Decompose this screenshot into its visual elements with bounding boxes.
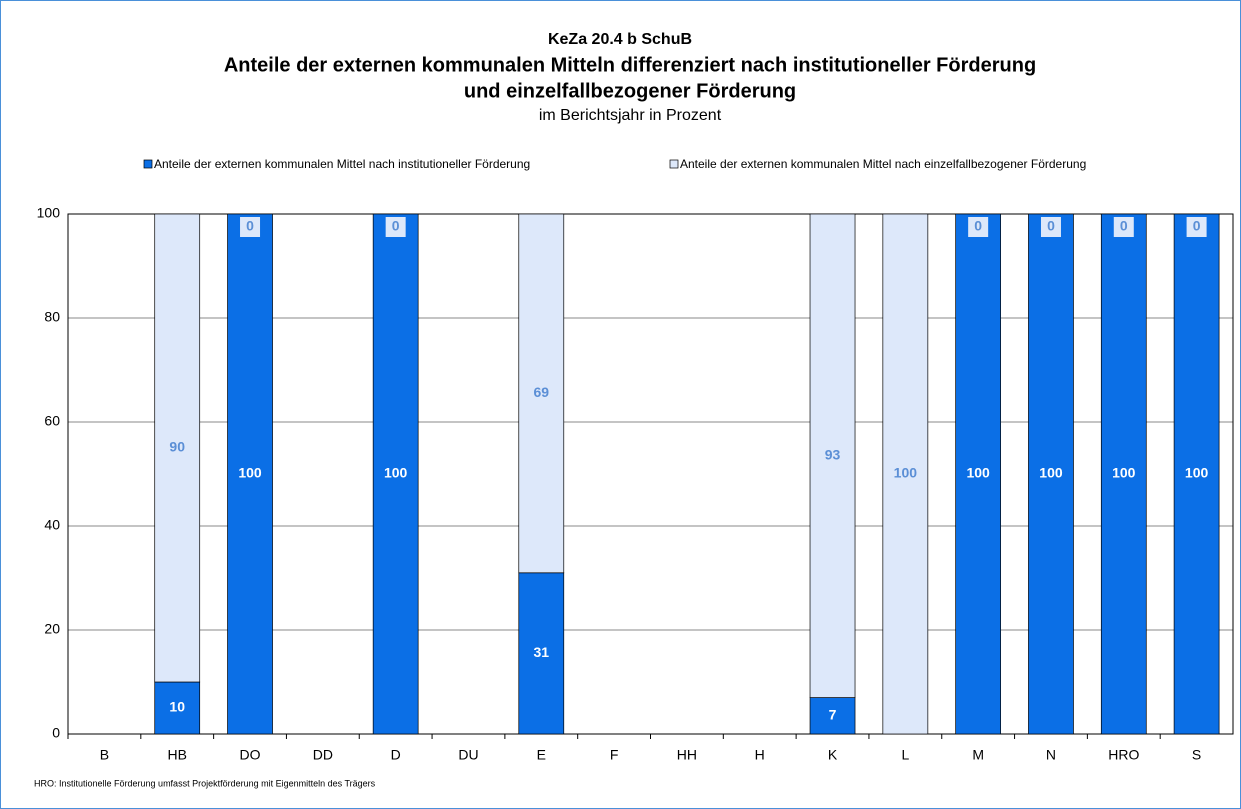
x-tick-label: H bbox=[755, 747, 765, 763]
value-label-box bbox=[1186, 217, 1207, 237]
value-label: 31 bbox=[533, 644, 549, 660]
value-label-box bbox=[385, 217, 406, 237]
footnote: HRO: Institutionelle Förderung umfasst P… bbox=[34, 778, 376, 788]
y-tick-label: 0 bbox=[52, 725, 60, 741]
bar-segment bbox=[809, 697, 856, 735]
x-tick-label: N bbox=[1046, 747, 1056, 763]
x-tick-label: DD bbox=[313, 747, 333, 763]
x-tick-label: HB bbox=[167, 747, 186, 763]
bar-segment bbox=[518, 572, 565, 735]
value-label: 0 bbox=[1047, 218, 1055, 234]
x-tick-label: L bbox=[901, 747, 909, 763]
x-tick-label: B bbox=[100, 747, 109, 763]
value-label-box bbox=[1113, 217, 1134, 237]
x-tick-label: M bbox=[972, 747, 984, 763]
value-label: 0 bbox=[1193, 218, 1201, 234]
x-tick-label: E bbox=[537, 747, 546, 763]
value-label-box bbox=[1040, 217, 1061, 237]
bar-segment bbox=[955, 213, 1002, 735]
legend-label: Anteile der externen kommunalen Mittel n… bbox=[680, 157, 1086, 171]
value-label-box bbox=[968, 217, 989, 237]
value-label: 100 bbox=[894, 465, 918, 481]
x-tick-label: K bbox=[828, 747, 838, 763]
bar-segment bbox=[1028, 213, 1074, 735]
y-tick-label: 40 bbox=[44, 517, 60, 533]
value-label: 0 bbox=[974, 218, 982, 234]
x-tick-label: DU bbox=[458, 747, 478, 763]
y-tick-label: 20 bbox=[44, 621, 60, 637]
x-tick-label: HRO bbox=[1108, 747, 1139, 763]
chart-title: Anteile der externen kommunalen Mitteln … bbox=[224, 54, 1036, 76]
legend-label: Anteile der externen kommunalen Mittel n… bbox=[154, 157, 530, 171]
x-tick-label: S bbox=[1192, 747, 1201, 763]
x-tick-label: HH bbox=[677, 747, 697, 763]
chart-title: und einzelfallbezogener Förderung bbox=[464, 80, 796, 102]
subtitle: im Berichtsjahr in Prozent bbox=[539, 107, 722, 124]
y-tick-label: 100 bbox=[37, 205, 61, 221]
value-label: 100 bbox=[1112, 465, 1136, 481]
legend-swatch bbox=[669, 159, 679, 169]
value-label: 0 bbox=[1120, 218, 1128, 234]
value-label: 100 bbox=[384, 465, 408, 481]
bar-segment bbox=[227, 213, 273, 735]
value-label: 69 bbox=[533, 384, 549, 400]
value-label: 100 bbox=[1039, 465, 1063, 481]
x-tick-label: F bbox=[610, 747, 619, 763]
bar-segment bbox=[809, 213, 856, 698]
value-label: 100 bbox=[1185, 465, 1209, 481]
value-label: 93 bbox=[825, 447, 841, 463]
value-label: 100 bbox=[966, 465, 990, 481]
x-tick-label: D bbox=[391, 747, 401, 763]
value-label: 0 bbox=[392, 218, 400, 234]
value-label: 0 bbox=[246, 218, 254, 234]
y-tick-label: 60 bbox=[44, 413, 60, 429]
bar-segment bbox=[1173, 213, 1220, 735]
y-tick-label: 80 bbox=[44, 309, 60, 325]
value-label: 100 bbox=[238, 465, 262, 481]
value-label: 7 bbox=[829, 707, 837, 723]
value-label-box bbox=[240, 217, 261, 237]
x-tick-label: DO bbox=[240, 747, 261, 763]
bar-segment bbox=[154, 213, 201, 683]
legend-swatch bbox=[143, 159, 153, 169]
bar-segment bbox=[372, 213, 419, 735]
value-label: 10 bbox=[169, 699, 185, 715]
bar-segment bbox=[1100, 213, 1147, 735]
value-label: 90 bbox=[169, 439, 185, 455]
bar-segment bbox=[518, 213, 565, 574]
supertitle: KeZa 20.4 b SchuB bbox=[548, 31, 692, 48]
bar-segment bbox=[882, 213, 929, 735]
